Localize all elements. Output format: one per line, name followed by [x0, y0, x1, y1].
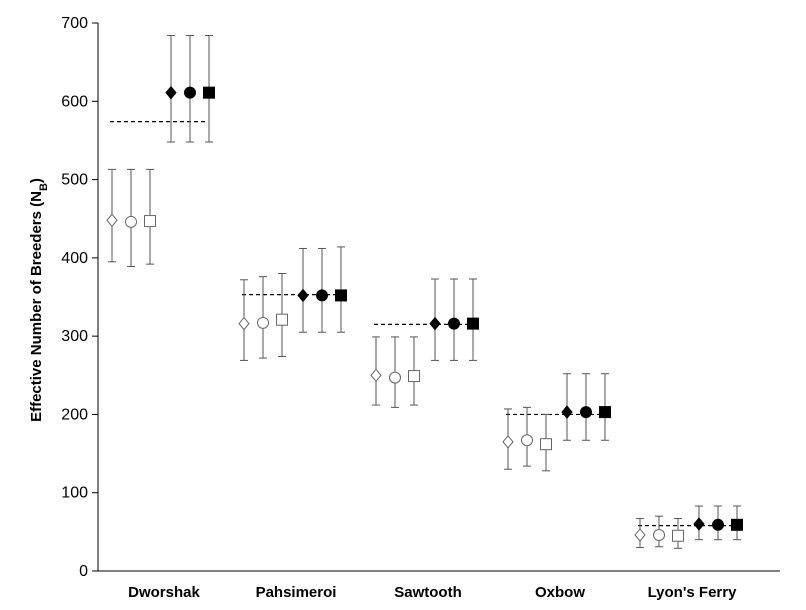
y-axis-title-main: Effective Number of Breeders (N: [28, 191, 45, 422]
data-markers: [106, 85, 743, 542]
x-category-label: Sawtooth: [394, 584, 462, 601]
data-point-circle: [125, 215, 137, 228]
data-point-square: [144, 215, 156, 228]
data-point-square: [540, 438, 552, 451]
data-point-square: [599, 406, 611, 419]
data-point-circle: [184, 86, 196, 99]
data-point-circle: [257, 316, 269, 329]
data-point-diamond: [502, 435, 514, 449]
data-point-square: [408, 370, 420, 383]
data-point-diamond: [106, 213, 118, 228]
x-category-label: Pahsimeroi: [256, 584, 337, 601]
data-point-square: [203, 86, 215, 99]
y-tick-label: 600: [61, 93, 88, 110]
x-category-label: Dworshak: [128, 584, 200, 601]
data-point-diamond: [561, 405, 573, 419]
data-point-circle: [316, 289, 328, 302]
data-point-square: [672, 529, 684, 542]
data-point-circle: [712, 518, 724, 531]
x-category-label: Oxbow: [535, 584, 585, 601]
data-point-diamond: [634, 528, 646, 542]
error-bars: [108, 35, 741, 549]
reference-lines: [110, 121, 736, 527]
data-point-diamond: [238, 316, 250, 331]
y-tick-label: 0: [79, 563, 88, 580]
y-axis-title-subscript: B: [38, 183, 50, 191]
data-point-circle: [653, 528, 665, 541]
y-tick-label: 400: [61, 250, 88, 267]
y-axis: 0 100 200 300 400 500 600 700: [61, 15, 99, 580]
data-point-square: [467, 317, 479, 330]
x-category-label: Lyon's Ferry: [648, 584, 738, 601]
y-tick-label: 200: [61, 406, 88, 423]
data-point-diamond: [297, 288, 309, 303]
y-axis-title-close: ): [28, 178, 45, 183]
x-axis: Dworshak Pahsimeroi Sawtooth Oxbow Lyon's Fe…: [98, 570, 780, 601]
y-tick-label: 100: [61, 485, 88, 502]
data-point-diamond: [693, 517, 705, 531]
data-point-circle: [521, 434, 533, 447]
data-point-diamond: [370, 368, 382, 383]
data-point-diamond: [429, 316, 441, 331]
data-point-square: [276, 313, 288, 326]
y-tick-label: 300: [61, 328, 88, 345]
data-point-diamond: [165, 85, 177, 100]
y-tick-label: 700: [61, 15, 88, 32]
data-point-square: [335, 289, 347, 302]
data-point-circle: [448, 317, 460, 330]
data-point-square: [731, 518, 743, 531]
y-tick-label: 500: [61, 172, 88, 189]
data-point-circle: [580, 406, 592, 419]
y-axis-title: Effective Number of Breeders (NB): [28, 178, 50, 422]
data-point-circle: [389, 371, 401, 384]
